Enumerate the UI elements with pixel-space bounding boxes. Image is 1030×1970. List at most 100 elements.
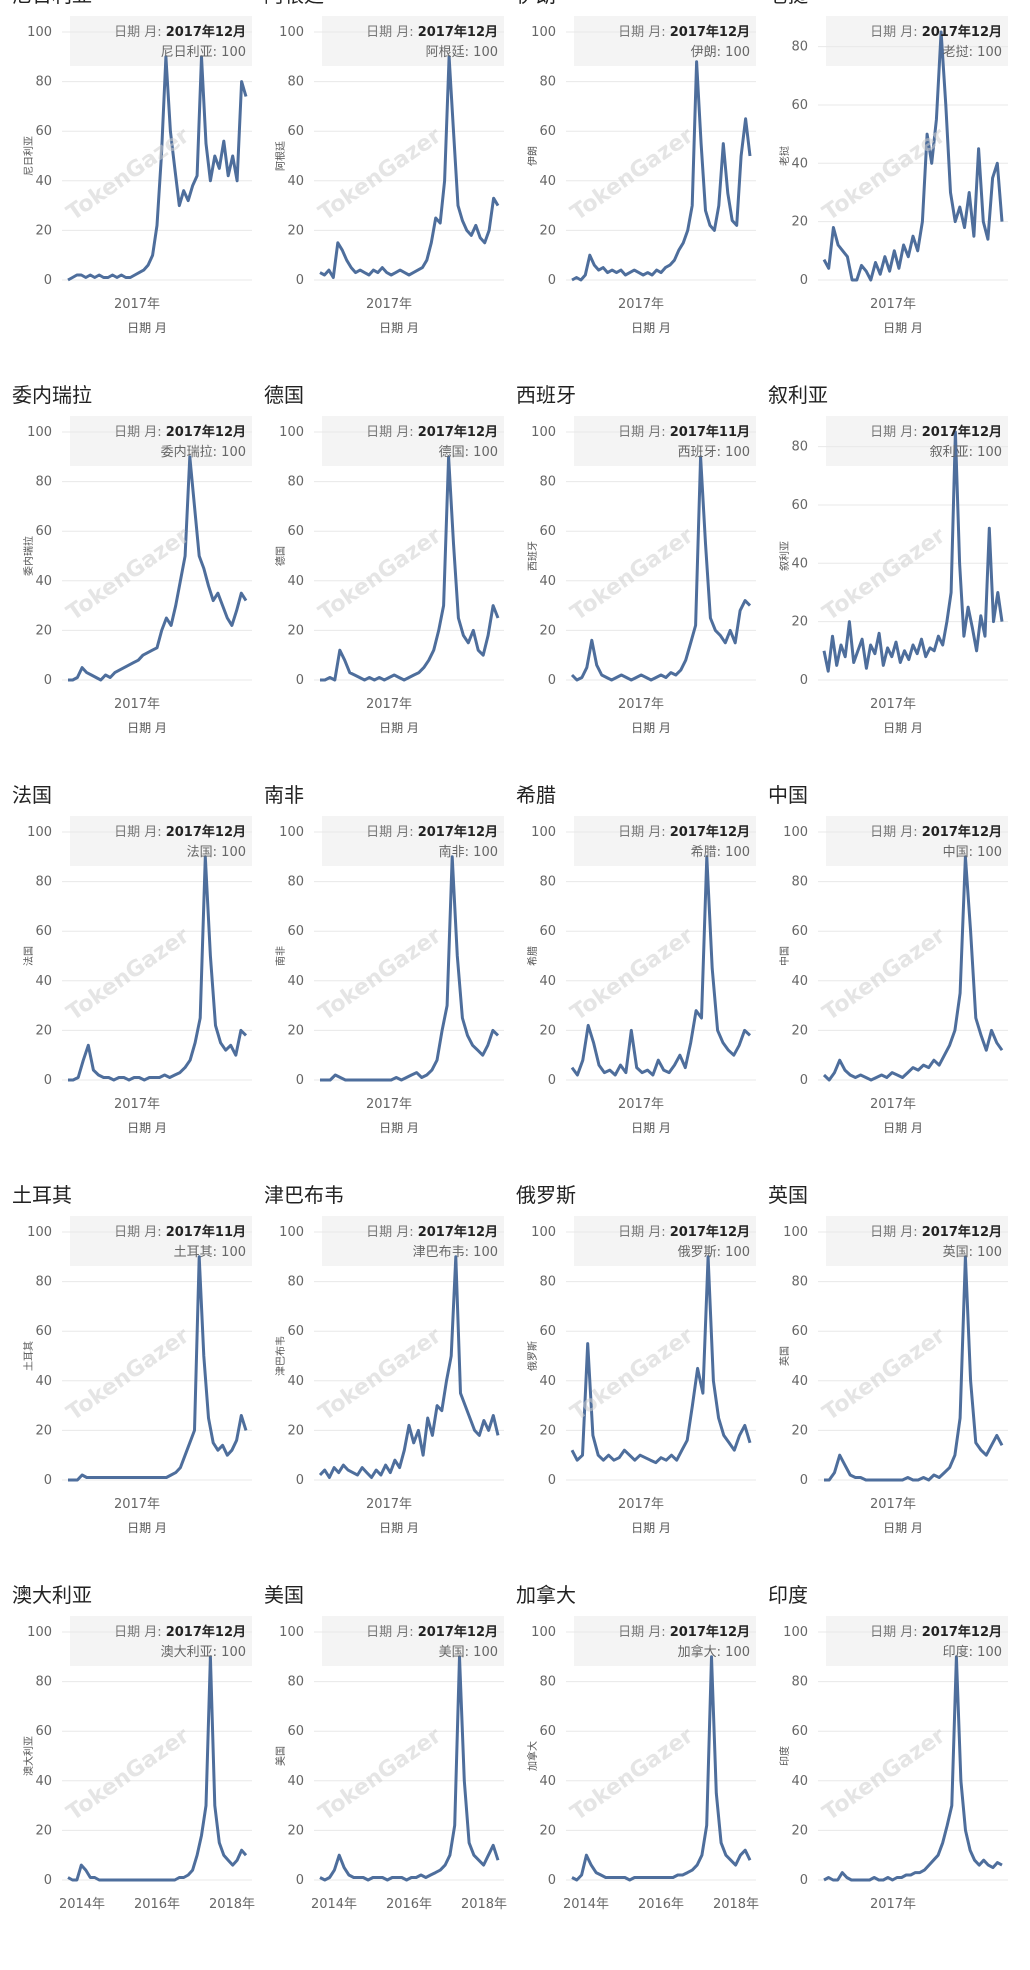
series-line[interactable]	[320, 855, 500, 1082]
series-line[interactable]	[68, 1255, 248, 1482]
series-line[interactable]	[570, 455, 752, 682]
x-tick-label: 2018年	[209, 1897, 255, 1912]
y-axis-label: 叙利亚	[778, 541, 791, 571]
tooltip-background	[322, 16, 504, 66]
watermark: TokenGazer	[818, 523, 950, 626]
tooltip-value: 南非: 100	[439, 844, 498, 860]
y-tick-label: 0	[44, 1073, 52, 1088]
x-axis-label: 日期 月	[631, 1521, 671, 1535]
y-tick-label: 60	[35, 524, 52, 539]
y-tick-label: 20	[791, 615, 808, 630]
chart-panel[interactable]: 叙利亚 0 20 40 60 80 叙利亚 2017年 日期 月 日期 月: 2017年12月 叙利…	[768, 380, 1013, 770]
tooltip-value: 西班牙: 100	[678, 445, 750, 460]
series-line[interactable]	[571, 60, 752, 282]
tooltip-date: 日期 月: 2017年12月	[366, 24, 498, 40]
series-line[interactable]	[318, 1255, 500, 1479]
y-tick-label: 40	[287, 174, 304, 189]
chart-title: 津巴布韦	[264, 1183, 344, 1207]
chart-panel[interactable]: 印度 0 20 40 60 80 100 印度 2017年 日期 月: 2017年12月 印度: 1…	[768, 1580, 1013, 1970]
series-line[interactable]	[824, 1255, 1004, 1482]
series-line[interactable]	[823, 1655, 1003, 1882]
tooltip-date: 日期 月: 2017年12月	[366, 1224, 498, 1240]
y-tick-label: 40	[35, 1774, 52, 1789]
series-line[interactable]	[67, 1655, 248, 1882]
chart-panel[interactable]: 中国 0 20 40 60 80 100 中国 2017年 日期 月 日期 月: 2017年12月中…	[768, 780, 1013, 1170]
tooltip-background	[70, 16, 252, 66]
chart-title: 印度	[768, 1583, 808, 1607]
chart-panel[interactable]: 南非 0 20 40 60 80 100 南非 2017年 日期 月 日期 月: 2017年12月南…	[264, 780, 509, 1170]
y-tick-label: 40	[287, 574, 304, 589]
y-tick-label: 60	[791, 498, 808, 513]
y-tick-label: 80	[287, 875, 304, 890]
series-line[interactable]	[320, 455, 500, 682]
series-line[interactable]	[68, 455, 248, 682]
x-axis-label: 日期 月	[631, 321, 671, 335]
chart-panel[interactable]: 美国 0 20 40 60 80 100 美国 2014年 2016年 2018年 日期 月: 201…	[264, 1580, 509, 1970]
x-tick-label: 2016年	[386, 1897, 432, 1912]
chart-panel[interactable]: 英国 0 20 40 60 80 100 英国 2017年 日期 月 日期 月: 2017年12月英…	[768, 1180, 1013, 1570]
series-line[interactable]	[68, 855, 248, 1082]
chart-panel[interactable]: 津巴布韦 0 20 40 60 80 100 津巴布韦 2017年 日期 月 日期 月: 2017年…	[264, 1180, 509, 1570]
chart-panel[interactable]: 土耳其 0 20 40 60 80 100 土耳其 2017年 日期 月 日期 月: 2017年11…	[12, 1180, 257, 1570]
chart-panel[interactable]: 俄罗斯 0 20 40 60 80 100 俄罗斯 2017年 日期 月 日期 月: 2017年12…	[516, 1180, 761, 1570]
chart-panel[interactable]: 德国 0 20 40 60 80 100 德国 2017年 日期 月 日期 月: 2017年12月德…	[264, 380, 509, 770]
chart-panel[interactable]: 加拿大 0 20 40 60 80 100 加拿大 2014年 2016年 2018年 日期 月: 2…	[516, 1580, 761, 1970]
series-line[interactable]	[822, 855, 1004, 1082]
chart-panel[interactable]: 希腊 0 20 40 60 80 100 希腊 2017年 日期 月 日期 月: 2017年12月希…	[516, 780, 761, 1170]
tooltip-date: 日期 月: 2017年12月	[870, 1224, 1002, 1240]
y-tick-label: 100	[27, 825, 52, 840]
x-axis-label: 日期 月	[883, 721, 923, 735]
series-line[interactable]	[571, 1655, 752, 1882]
series-line[interactable]	[570, 855, 752, 1077]
series-line[interactable]	[570, 1255, 752, 1465]
series-line[interactable]	[319, 1655, 500, 1882]
chart-panel[interactable]: 法国 0 20 40 60 80 100 法国 2017年 日期 月 日期 月: 2017年12月法…	[12, 780, 257, 1170]
chart-title: 德国	[264, 383, 304, 407]
series-line[interactable]	[822, 430, 1004, 673]
tooltip-date: 日期 月: 2017年12月	[870, 1624, 1002, 1640]
watermark: TokenGazer	[566, 123, 698, 226]
y-tick-label: 0	[296, 1873, 304, 1888]
y-tick-label: 80	[539, 1675, 556, 1690]
y-tick-label: 100	[531, 1625, 556, 1640]
tooltip-date: 日期 月: 2017年12月	[618, 1624, 750, 1640]
chart-title: 英国	[768, 1183, 808, 1207]
x-axis-label: 日期 月	[127, 1521, 167, 1535]
y-axis-label: 伊朗	[527, 146, 539, 166]
y-tick-label: 0	[800, 1473, 808, 1488]
x-axis-label: 日期 月	[631, 721, 671, 735]
x-tick-label: 2017年	[870, 297, 916, 312]
y-tick-label: 40	[539, 174, 556, 189]
y-tick-label: 100	[531, 425, 556, 440]
series-line[interactable]	[319, 55, 500, 279]
tooltip-value: 印度: 100	[943, 1644, 1002, 1660]
chart-title: 俄罗斯	[516, 1183, 576, 1207]
chart-panel[interactable]: 西班牙 0 20 40 60 80 100 西班牙 2017年 日期 月 日期 月: 2017年11…	[516, 380, 761, 770]
y-tick-label: 0	[296, 273, 304, 288]
x-axis-label: 日期 月	[883, 321, 923, 335]
y-tick-label: 20	[35, 1023, 52, 1038]
chart-title: 中国	[768, 783, 808, 807]
chart-panel[interactable]: 委内瑞拉 0 20 40 60 80 100 委内瑞拉 2017年 日期 月 日期 月: 2017年…	[12, 380, 257, 770]
series-line[interactable]	[822, 30, 1004, 282]
series-line[interactable]	[67, 55, 248, 282]
y-tick-label: 80	[539, 1275, 556, 1290]
y-tick-label: 60	[287, 1324, 304, 1339]
y-tick-label: 0	[44, 1473, 52, 1488]
chart-panel[interactable]: 澳大利亚 0 20 40 60 80 100 澳大利亚 2014年 2016年 2018年 日期 月:…	[12, 1580, 257, 1970]
x-tick-label: 2017年	[114, 697, 160, 712]
y-tick-label: 60	[35, 1324, 52, 1339]
y-tick-label: 20	[539, 1823, 556, 1838]
y-tick-label: 100	[783, 1625, 808, 1640]
y-axis-label: 美国	[274, 1746, 287, 1766]
chart-title: 阿根廷	[264, 0, 324, 7]
